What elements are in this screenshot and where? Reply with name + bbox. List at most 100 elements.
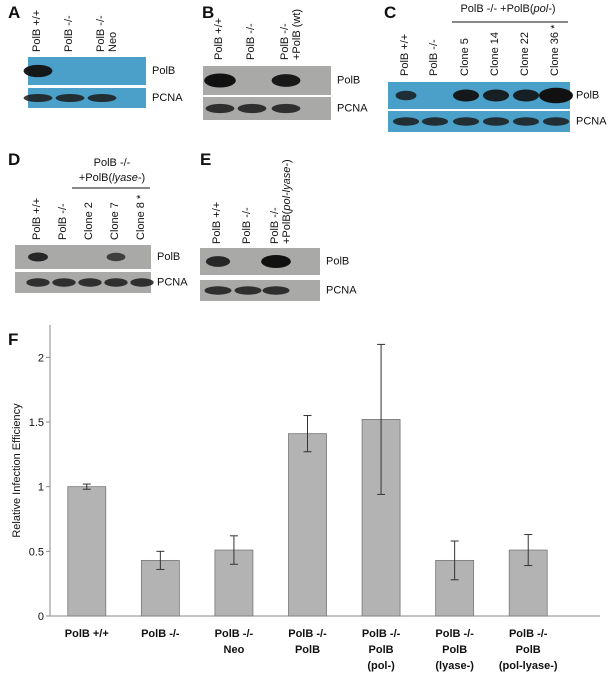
y-tick-label: 2 [38,352,44,364]
error-bar [156,550,165,570]
row-label: PolB [152,65,175,77]
row-label: PCNA [337,102,368,114]
header-text: +PolB(pol-lyase-) [281,159,293,244]
band [26,278,50,287]
panel-label: B [202,3,214,22]
header-part: +PolB( [281,210,293,244]
lane-label: Clone 36 * [549,24,561,76]
x-tick-label: (lyase-) [435,660,474,672]
band [395,90,417,101]
lane-label: Clone 7 [109,202,121,240]
band [512,89,540,102]
band [205,103,235,114]
y-tick-label: 0.5 [29,546,44,558]
panel-label: F [8,330,18,349]
error-bar [229,535,238,565]
lane-label: PolB +/+ [213,18,225,60]
x-tick-label: PolB -/- [215,628,254,640]
band [23,64,53,78]
bar [67,486,107,617]
bar [288,433,327,617]
lane-label: PolB +/+ [211,202,223,244]
band [421,117,449,126]
band [87,94,117,102]
header-italic: pol- [533,3,553,15]
x-tick-label: PolB -/- [509,628,548,640]
x-tick-label: PolB -/- [362,628,401,640]
error-bar [450,540,459,581]
header-text: PolB -/- [94,157,131,169]
band [452,89,480,102]
band [482,89,510,102]
band [392,117,420,126]
band [78,278,102,287]
band [271,74,301,87]
lane-label: Clone 5 [459,38,471,76]
x-tick-label: PolB -/- [141,628,180,640]
header-text: PolB -/- +PolB(pol-) [460,3,555,15]
band [262,286,290,295]
lane-label: PolB +/+ [399,34,411,76]
x-tick-label: PolB [516,644,541,656]
y-axis-label: Relative Infection Efficiency [11,403,23,538]
header-part: ) [552,3,556,15]
x-tick-label: PolB +/+ [65,628,109,640]
x-tick-label: PolB [295,644,320,656]
band [130,278,154,287]
header-text: +PolB(lyase-) [79,172,145,184]
band [104,278,128,287]
band [452,117,480,126]
x-tick-label: (pol-lyase-) [499,660,558,672]
panel-label: E [200,150,211,169]
row-label: PolB [157,251,180,263]
row-label: PolB [576,89,599,101]
x-tick-label: Neo [224,644,245,656]
x-tick-label: PolB -/- [288,628,327,640]
header-part: +PolB( [79,172,113,184]
band [52,278,76,287]
y-tick-label: 1 [38,482,44,494]
x-tick-label: PolB [369,644,394,656]
lane-label: Clone 8 * [135,194,147,240]
band [539,87,573,104]
row-label: PCNA [326,284,357,296]
header-italic: pol-lyase- [281,163,293,212]
band [482,117,510,126]
band [204,286,232,295]
band [512,117,540,126]
error-bar [377,343,386,495]
header-part: PolB -/- +PolB( [460,3,533,15]
band [261,254,291,269]
lane-label: Clone 2 [83,202,95,240]
band [234,286,262,295]
panel-label: C [384,3,396,22]
band [28,252,48,262]
blot [203,97,331,120]
band [205,256,231,267]
x-tick-label: (pol-) [367,660,395,672]
lane-label: PolB -/- [245,23,257,60]
lane-label: PolB -/- [279,23,291,60]
lane-label: PolB +/+ [31,198,43,240]
blot [28,88,146,108]
lane-label: Clone 22 [519,32,531,76]
y-tick-label: 1.5 [29,417,44,429]
header-italic: lyase- [112,172,142,184]
band [106,252,126,262]
row-label: PolB [337,74,360,86]
header-part: ) [281,159,293,163]
band [55,94,85,102]
x-tick-label: PolB [442,644,467,656]
band [23,94,53,102]
band [204,73,236,88]
panel-label: D [8,150,20,169]
bar [508,549,548,617]
error-bar [303,415,312,453]
y-tick-label: 0 [38,611,44,623]
error-bar [82,483,91,490]
lane-label: PolB -/- [57,203,69,240]
header-part: ) [142,172,146,184]
row-label: PolB [326,255,349,267]
lane-label: PolB -/- [428,39,440,76]
